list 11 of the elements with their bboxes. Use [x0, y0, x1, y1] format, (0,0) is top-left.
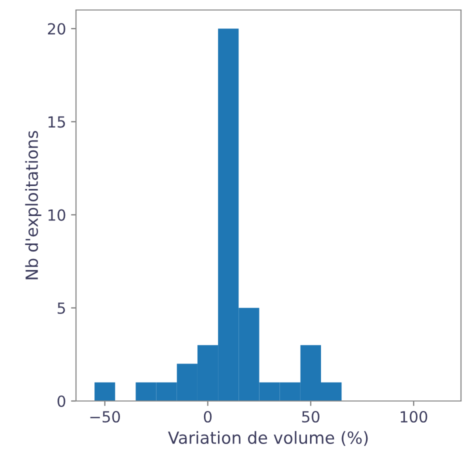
y-tick-label: 10	[48, 209, 66, 221]
x-tick-label: −50	[90, 410, 120, 423]
y-axis-title: Nb d'exploitations	[25, 130, 42, 280]
x-tick-label: 100	[400, 410, 428, 423]
y-tick-label: 15	[48, 116, 65, 128]
x-tick-label: 50	[302, 410, 320, 423]
y-tick-label: 0	[58, 395, 66, 408]
x-tick-label: 0	[204, 410, 212, 423]
x-axis-title: Variation de volume (%)	[168, 431, 368, 446]
y-tick-label: 20	[48, 23, 66, 35]
y-tick-label: 5	[58, 302, 65, 314]
